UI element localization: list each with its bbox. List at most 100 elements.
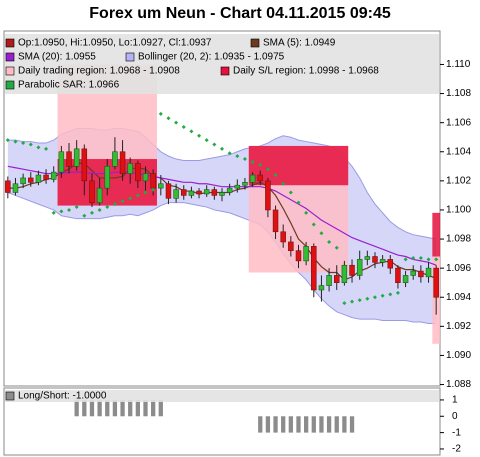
sar-dot <box>74 205 79 210</box>
y-tick-label: 1.090 <box>446 350 471 361</box>
candle-body <box>96 187 103 203</box>
candle-body <box>112 151 118 167</box>
legend-swatch <box>250 38 260 48</box>
candle-body <box>73 148 80 167</box>
sar-dot <box>51 210 56 215</box>
sar-dot <box>120 199 125 204</box>
candle-body <box>150 173 156 189</box>
bar <box>296 416 301 433</box>
sar-dot <box>434 257 439 262</box>
region <box>248 145 349 186</box>
sar-dot <box>281 181 286 186</box>
candle-body <box>326 275 332 286</box>
candle-body <box>188 190 195 196</box>
candle-body <box>43 174 49 180</box>
bollinger-lower <box>7 192 437 324</box>
candle-body <box>418 270 424 278</box>
sar-dot <box>59 209 64 214</box>
bar <box>342 416 347 433</box>
sar-dot <box>327 239 332 244</box>
bar <box>158 399 163 417</box>
candle-body <box>234 184 241 189</box>
y-tick-label: 1.096 <box>446 263 471 274</box>
sar-dot <box>151 187 156 192</box>
candle-body <box>242 182 248 186</box>
candle-body <box>127 163 133 174</box>
sar-dot <box>388 292 393 297</box>
candle-body <box>272 209 279 233</box>
candle-body <box>5 180 11 193</box>
y-tick-label: 1.088 <box>446 379 471 390</box>
sar-dot <box>380 293 385 298</box>
candle-body <box>173 189 179 199</box>
candle-body <box>196 190 202 195</box>
candle-body <box>333 275 340 284</box>
candle-body <box>249 174 256 183</box>
candle-body <box>219 192 225 196</box>
sar-dot <box>21 141 26 146</box>
sar-dot <box>158 111 163 116</box>
sar-dot <box>227 151 232 156</box>
sar-dot <box>67 207 72 212</box>
legend-bg <box>5 34 439 94</box>
legend-label: SMA (20): 1.0955 <box>18 52 96 63</box>
sar-dot <box>242 157 247 162</box>
bar <box>265 416 271 433</box>
candle-body <box>181 189 187 196</box>
sar-dot <box>128 196 133 201</box>
sar-dot <box>372 295 377 300</box>
candle-body <box>318 285 325 291</box>
candle-body <box>425 267 432 278</box>
sar-dot <box>28 142 33 147</box>
y-tick-label: 1.110 <box>446 59 471 70</box>
sar-dot <box>426 257 431 262</box>
sar-dot <box>204 138 209 143</box>
sar-dot <box>304 210 309 215</box>
bar <box>288 416 293 433</box>
candle-body <box>379 259 386 263</box>
y-tick-label: 1.102 <box>446 175 471 186</box>
legend-label: Op:1.0950, Hi:1.0950, Lo:1.0927, Cl:1.09… <box>18 38 212 49</box>
candle-body <box>89 180 95 203</box>
bar <box>319 416 324 433</box>
sar-dot <box>166 116 171 121</box>
sar-dot <box>288 190 293 195</box>
candle-body <box>165 183 172 199</box>
candle-body <box>35 174 42 183</box>
sar-dot <box>89 210 94 215</box>
bar <box>74 399 79 417</box>
sar-dot <box>36 145 41 150</box>
candle-body <box>203 189 210 195</box>
sar-dot <box>258 162 263 167</box>
y-tick-label: 1 <box>452 395 458 406</box>
legend-swatch <box>5 80 15 90</box>
candle-body <box>387 259 394 269</box>
bar <box>281 416 286 433</box>
sar-dot <box>350 299 355 304</box>
sar-dot <box>197 133 202 138</box>
candle-body <box>349 264 355 276</box>
sar-dot <box>135 193 140 198</box>
candle-body <box>341 264 348 284</box>
sar-dot <box>212 142 217 147</box>
sar-dot <box>82 213 87 218</box>
bar <box>82 399 87 417</box>
candle-body <box>119 151 126 174</box>
candle-body <box>58 151 65 173</box>
legend-label: SMA (5): 1.0949 <box>263 38 336 49</box>
candle-body <box>356 259 363 276</box>
candle-body <box>364 256 371 260</box>
sar-dot <box>13 139 18 144</box>
bar <box>303 416 309 433</box>
y-tick-label: 1.100 <box>446 205 471 216</box>
y-tick-label: 1.104 <box>446 146 471 157</box>
candle-body <box>28 177 34 183</box>
chart-title: Forex um Neun - Chart 04.11.2015 09:45 <box>89 5 391 22</box>
candle-body <box>226 187 233 193</box>
legend-bg <box>5 390 439 402</box>
candle-body <box>211 189 218 196</box>
sar-dot <box>411 255 416 260</box>
candle-body <box>142 173 149 182</box>
candle-body <box>158 183 164 189</box>
